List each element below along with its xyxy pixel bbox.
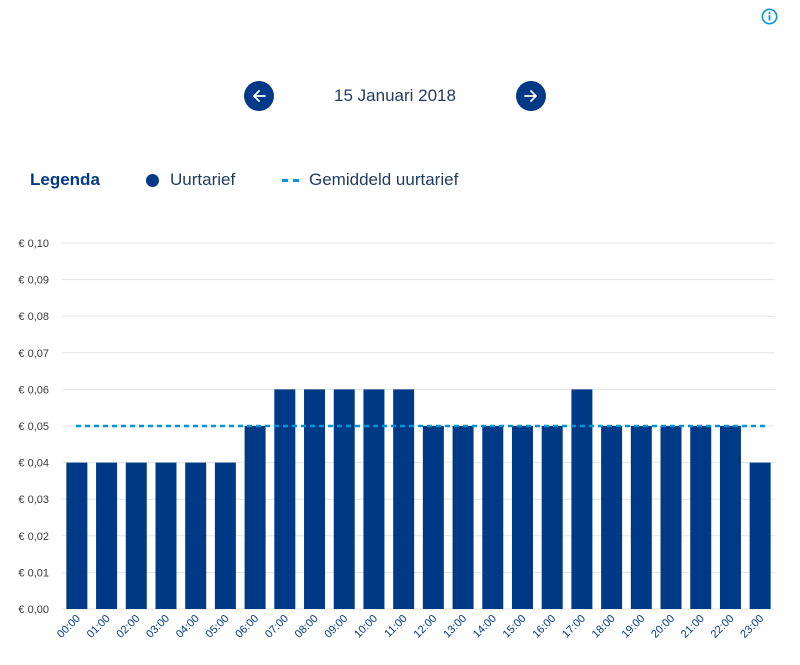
x-tick-label: 09:00 <box>322 613 350 641</box>
x-tick-label: 03:00 <box>144 613 172 641</box>
legend-title: Legenda <box>30 170 100 189</box>
bar <box>749 462 771 609</box>
y-tick-label: € 0,10 <box>18 238 49 250</box>
x-tick-label: 20:00 <box>649 613 677 641</box>
bar <box>482 426 504 609</box>
selected-date: 15 Januari 2018 <box>334 86 456 105</box>
bar <box>274 389 296 609</box>
bar <box>422 426 444 609</box>
legend-item-average: Gemiddeld uurtarief <box>282 170 458 190</box>
bar <box>511 426 533 609</box>
bar <box>719 426 741 609</box>
bar <box>630 426 652 609</box>
x-tick-label: 19:00 <box>619 613 647 641</box>
x-tick-label: 21:00 <box>679 613 707 641</box>
bar <box>452 426 474 609</box>
x-tick-label: 22:00 <box>709 613 737 641</box>
legend-hourly-label: Uurtarief <box>170 170 236 189</box>
bar <box>96 462 118 609</box>
bar <box>125 462 147 609</box>
x-tick-label: 02:00 <box>114 613 142 641</box>
bar <box>541 426 563 609</box>
y-tick-label: € 0,07 <box>18 348 49 360</box>
previous-day-button[interactable] <box>244 81 274 111</box>
x-tick-label: 06:00 <box>233 613 261 641</box>
x-tick-label: 11:00 <box>382 613 409 640</box>
bar <box>214 462 236 609</box>
bar <box>690 426 712 609</box>
y-tick-label: € 0,00 <box>18 604 49 616</box>
x-tick-label: 07:00 <box>263 613 291 641</box>
x-tick-label: 13:00 <box>441 613 469 641</box>
x-tick-label: 18:00 <box>590 613 618 641</box>
bar <box>333 389 355 609</box>
x-tick-label: 17:00 <box>560 613 588 641</box>
bar <box>601 426 623 609</box>
x-tick-label: 10:00 <box>352 613 380 641</box>
y-tick-label: € 0,09 <box>18 275 49 287</box>
x-tick-label: 08:00 <box>293 613 321 641</box>
x-tick-label: 04:00 <box>174 613 202 641</box>
bar <box>155 462 177 609</box>
bar <box>185 462 207 609</box>
bar <box>660 426 682 609</box>
x-tick-label: 15:00 <box>501 613 529 641</box>
legend-dash-icon <box>282 178 299 182</box>
info-icon <box>761 8 778 25</box>
y-tick-label: € 0,04 <box>18 458 49 470</box>
x-tick-label: 12:00 <box>412 613 440 641</box>
info-button[interactable] <box>761 8 778 25</box>
legend-average-label: Gemiddeld uurtarief <box>309 170 459 189</box>
x-tick-label: 16:00 <box>530 613 558 641</box>
arrow-left-icon <box>253 90 266 102</box>
y-tick-label: € 0,08 <box>18 311 49 323</box>
y-tick-label: € 0,02 <box>18 531 49 543</box>
y-tick-label: € 0,03 <box>18 494 49 506</box>
bar <box>304 389 326 609</box>
y-tick-label: € 0,05 <box>18 421 49 433</box>
x-tick-label: 23:00 <box>738 613 766 641</box>
bar <box>66 462 88 609</box>
bar <box>393 389 415 609</box>
bar <box>571 389 593 609</box>
legend-item-hourly: Uurtarief <box>146 170 235 190</box>
arrow-right-icon <box>524 90 537 102</box>
bar <box>244 426 266 609</box>
bar <box>363 389 385 609</box>
x-tick-label: 01:00 <box>85 613 113 641</box>
next-day-button[interactable] <box>516 81 546 111</box>
x-tick-label: 14:00 <box>471 613 499 641</box>
x-tick-label: 05:00 <box>204 613 232 641</box>
legend-dot-icon <box>146 173 159 187</box>
x-tick-label: 00:00 <box>55 613 83 641</box>
y-tick-label: € 0,01 <box>18 567 49 579</box>
y-tick-label: € 0,06 <box>18 384 49 396</box>
